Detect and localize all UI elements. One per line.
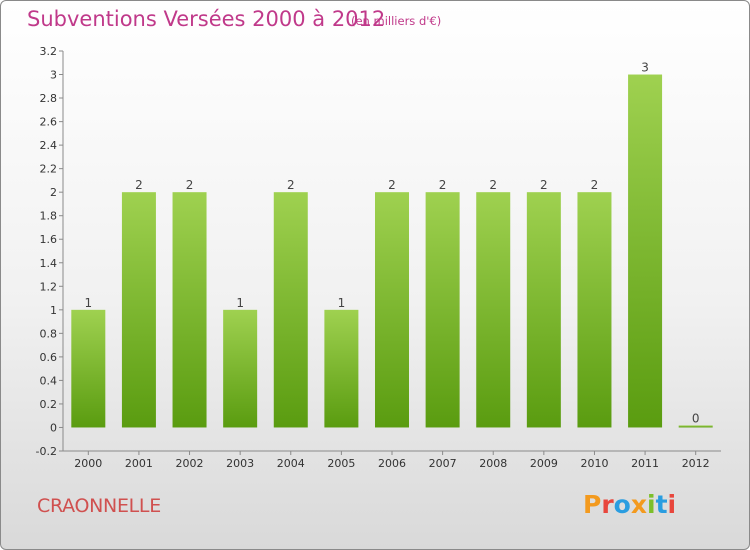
bar-2009 <box>526 192 561 428</box>
logo-letter: i <box>647 490 656 519</box>
data-label-2002: 2 <box>186 178 194 192</box>
x-tick-label-2005: 2005 <box>327 457 355 470</box>
data-label-2009: 2 <box>540 178 548 192</box>
bar-2001 <box>121 192 156 428</box>
proxiti-logo: Proxiti <box>583 490 676 519</box>
data-label-2012: 0 <box>692 411 700 425</box>
y-tick-label: 3.2 <box>40 45 58 58</box>
data-label-2006: 2 <box>388 178 396 192</box>
x-tick-label-2009: 2009 <box>530 457 558 470</box>
bar-2006 <box>375 192 409 428</box>
bar-2002 <box>172 192 207 428</box>
data-label-2001: 2 <box>135 178 143 192</box>
data-label-2003: 1 <box>236 296 244 310</box>
x-tick-label-2002: 2002 <box>176 457 204 470</box>
y-tick-label: 2 <box>50 186 57 199</box>
x-tick-label-2007: 2007 <box>429 457 457 470</box>
bar-2008 <box>476 192 511 428</box>
y-tick-label: 1 <box>50 304 57 317</box>
data-label-2004: 2 <box>287 178 295 192</box>
chart-title: Subventions Versées 2000 à 2012 <box>27 7 386 31</box>
bar-2012 <box>678 425 713 428</box>
bar-2010 <box>577 192 612 428</box>
data-label-2011: 3 <box>641 61 649 75</box>
bar-2011 <box>628 74 663 428</box>
data-label-2007: 2 <box>439 178 447 192</box>
data-label-2005: 1 <box>338 296 346 310</box>
y-tick-label: 1.4 <box>40 257 58 270</box>
y-tick-label: 2.8 <box>40 92 58 105</box>
y-tick-label: 0.4 <box>40 374 58 387</box>
y-tick-label: 3 <box>50 69 57 82</box>
logo-letter: o <box>613 490 631 519</box>
x-tick-label-2001: 2001 <box>125 457 153 470</box>
logo-letter: P <box>583 490 602 519</box>
logo-letter: t <box>655 490 668 519</box>
bar-2005 <box>324 309 359 428</box>
logo-letter: r <box>601 490 614 519</box>
chart-axes: -0.2 0 0.2 0.4 0.6 0.8 1 1.2 1.4 1.6 1.8 2 2.2 2.4 2.6… <box>36 45 721 458</box>
commune-name: CRAONNELLE <box>37 495 161 517</box>
data-label-2008: 2 <box>489 178 497 192</box>
x-tick-label-2012: 2012 <box>682 457 710 470</box>
y-tick-label: 1.2 <box>40 280 58 293</box>
x-tick-label-2000: 2000 <box>74 457 102 470</box>
chart-bars <box>71 74 713 428</box>
y-tick-label: 0.8 <box>40 327 58 340</box>
bar-2004 <box>273 192 308 428</box>
chart-unit-subtitle: (en milliers d'€) <box>351 14 442 28</box>
x-tick-label-2008: 2008 <box>479 457 507 470</box>
y-tick-label: 1.6 <box>40 233 58 246</box>
y-tick-label: 0 <box>50 421 57 434</box>
bar-2003 <box>223 309 258 428</box>
bar-2000 <box>71 309 106 428</box>
y-tick-label: 0.6 <box>40 351 58 364</box>
x-tick-label-2003: 2003 <box>226 457 254 470</box>
chart-labels: 2000 1 2001 2 2002 2 2003 1 2004 2 2005 1 2006 2 2007 2… <box>74 61 709 470</box>
logo-letter: x <box>630 490 647 519</box>
y-tick-label: 2.6 <box>40 116 58 129</box>
x-tick-label-2011: 2011 <box>631 457 659 470</box>
x-tick-label-2006: 2006 <box>378 457 406 470</box>
y-tick-label: 2.4 <box>40 139 58 152</box>
bar-2007 <box>425 192 460 428</box>
x-tick-label-2010: 2010 <box>580 457 608 470</box>
logo-letter: i <box>667 490 677 519</box>
data-label-2010: 2 <box>591 178 599 192</box>
y-tick-label: 0.2 <box>40 398 58 411</box>
y-tick-label: -0.2 <box>36 445 57 458</box>
y-tick-label: 2.2 <box>40 163 58 176</box>
data-label-2000: 1 <box>84 296 92 310</box>
y-tick-label: 1.8 <box>40 210 58 223</box>
x-tick-label-2004: 2004 <box>277 457 305 470</box>
